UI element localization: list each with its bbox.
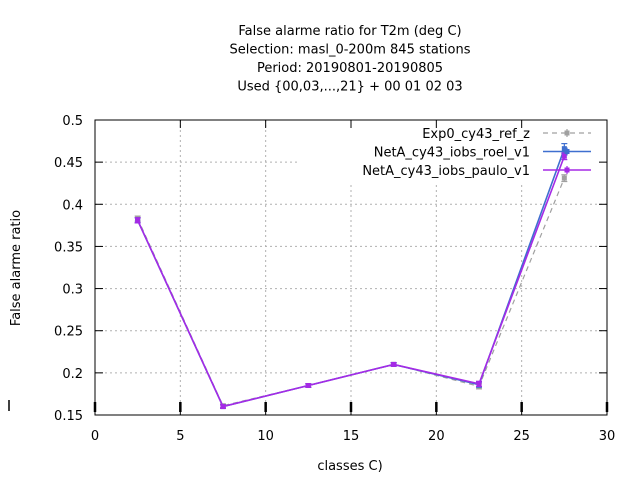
y-tick-label: 0.5 (62, 114, 83, 129)
legend-label: NetA_cy43_iobs_paulo_v1 (362, 164, 530, 179)
y-tick-label: 0.35 (54, 240, 83, 255)
legend-label: Exp0_cy43_ref_z (422, 127, 530, 142)
legend-label: NetA_cy43_iobs_roel_v1 (374, 146, 530, 161)
data-point (561, 153, 567, 159)
legend: Exp0_cy43_ref_z NetA_cy43_iobs_roel_v1 Net… (362, 127, 591, 179)
y-tick-label: 0.15 (54, 409, 83, 424)
data-point (561, 175, 567, 181)
y-axis-label: False alarme ratio (9, 210, 24, 326)
x-axis-label: classes C) (317, 459, 382, 474)
data-point (561, 146, 567, 152)
grid (95, 120, 607, 415)
title-line-3: Period: 20190801-20190805 (257, 61, 443, 76)
series-line (136, 148, 566, 408)
y-tick-label: 0.4 (62, 198, 83, 213)
title-line-4: Used {00,03,...,21} + 00 01 02 03 (237, 80, 462, 95)
y-tick-label: 0.2 (62, 367, 83, 382)
data-point (220, 404, 226, 410)
title-line-1: False alarme ratio for T2m (deg C) (238, 24, 461, 39)
x-tick-label: 25 (513, 429, 530, 444)
y-tick-label: 0.3 (62, 283, 83, 298)
data-point (476, 381, 482, 387)
series-3 (134, 152, 568, 410)
x-tick-label: 10 (257, 429, 274, 444)
data-point (391, 361, 397, 367)
series-group (134, 143, 568, 410)
series-line (136, 155, 566, 408)
x-tick-label: 20 (428, 429, 445, 444)
title-line-2: Selection: masl_0-200m 845 stations (230, 43, 471, 58)
y-tick-label: 0.25 (54, 325, 83, 340)
y-tick-label: 0.45 (54, 156, 83, 171)
x-tick-label: 0 (91, 429, 99, 444)
data-point (305, 383, 311, 388)
tick-labels: 0.15 0.2 0.25 0.3 0.35 0.4 0.45 0.5 0 5 10 15 20 25 30 (54, 114, 615, 444)
x-tick-label: 30 (599, 429, 616, 444)
plot-frame (94, 119, 608, 416)
data-point (135, 217, 141, 223)
x-tick-label: 5 (176, 429, 184, 444)
x-tick-label: 15 (343, 429, 360, 444)
chart-title: False alarme ratio for T2m (deg C) Select… (230, 24, 471, 95)
tick-marks (93, 120, 609, 415)
